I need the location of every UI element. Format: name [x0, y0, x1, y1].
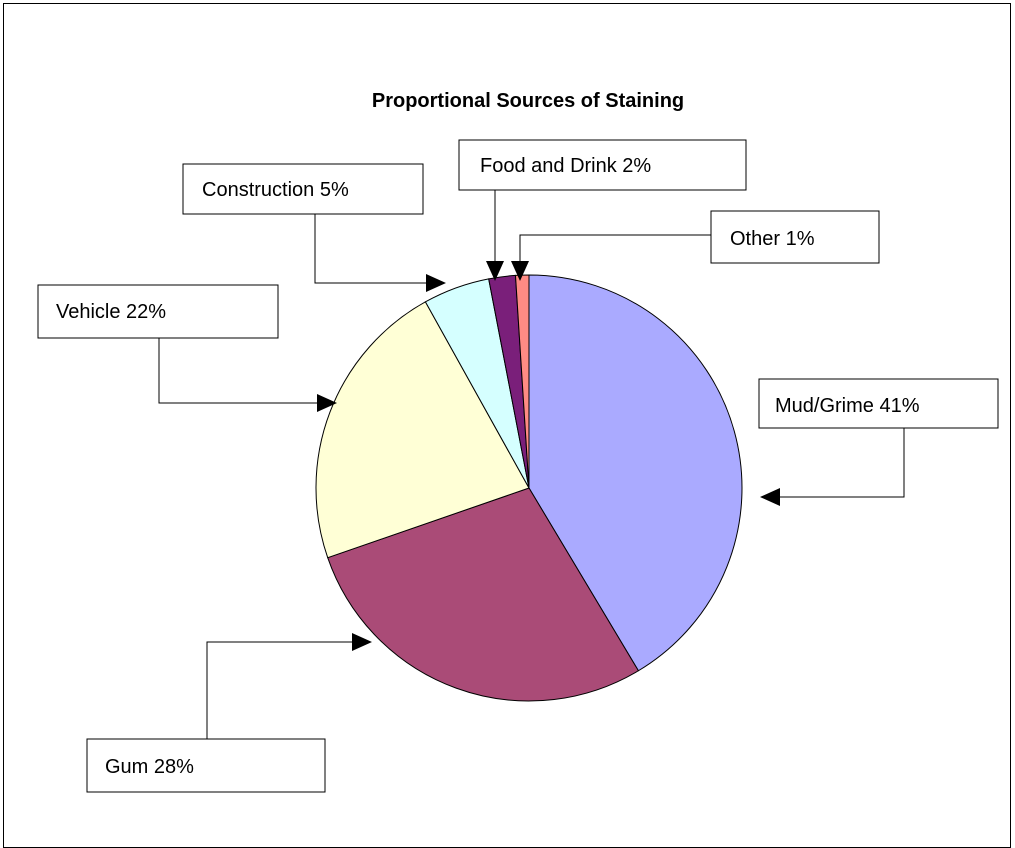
- chart-title: Proportional Sources of Staining: [372, 90, 684, 112]
- arrowhead-food-and-drink: [486, 261, 504, 281]
- data-label-gum: Gum 28%: [105, 756, 194, 778]
- leader-line-construction: [314, 214, 427, 284]
- pie-slice-vehicle: [315, 301, 530, 559]
- pie-slices: [315, 274, 743, 702]
- leader-line-mud-grime: [779, 428, 905, 498]
- callout-box-other: [710, 210, 880, 264]
- arrowhead-vehicle: [317, 394, 337, 412]
- callout-box-food-and-drink: [458, 139, 747, 191]
- leader-line-gum: [206, 641, 352, 739]
- arrowhead-construction: [426, 274, 446, 292]
- pie-callouts: Mud/Grime 41% Gum 28% Vehicle 22% Construct…: [37, 139, 999, 793]
- leader-line-other: [519, 234, 711, 262]
- data-label-food-and-drink: Food and Drink 2%: [480, 155, 651, 177]
- pie-slice-mud-grime: [528, 274, 743, 672]
- callout-box-vehicle: [37, 284, 279, 339]
- arrowhead-other: [511, 261, 529, 281]
- callout-box-mud-grime: [758, 378, 999, 429]
- callout-box-construction: [182, 163, 424, 215]
- pie-slice-gum: [327, 487, 640, 702]
- data-label-other: Other 1%: [730, 228, 815, 250]
- arrowhead-gum: [352, 633, 372, 651]
- leader-line-vehicle: [158, 338, 318, 404]
- data-label-mud-grime: Mud/Grime 41%: [775, 395, 920, 417]
- data-label-construction: Construction 5%: [202, 179, 349, 201]
- callout-box-gum: [86, 738, 326, 793]
- arrowhead-mud-grime: [760, 488, 780, 506]
- data-label-vehicle: Vehicle 22%: [56, 301, 166, 323]
